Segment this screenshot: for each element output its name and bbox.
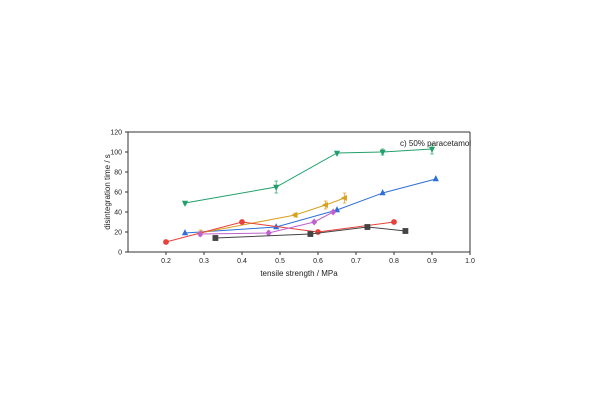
data-point-triangle xyxy=(432,175,439,182)
data-point-circle xyxy=(391,219,397,225)
x-tick-label: 0.4 xyxy=(237,258,247,265)
series-5 xyxy=(197,208,337,238)
series-line xyxy=(165,221,395,243)
x-tick-label: 0.2 xyxy=(161,258,171,265)
y-ticks: 0 20 40 60 80 100 120 xyxy=(110,130,128,257)
y-tick-label: 100 xyxy=(110,150,122,157)
data-point-triangle-left xyxy=(291,211,298,219)
series-1 xyxy=(181,143,436,207)
x-tick-label: 1.0 xyxy=(465,258,475,265)
data-point-triangle-down xyxy=(428,146,436,153)
data-point-triangle xyxy=(333,206,341,213)
x-ticks: 0.2 0.3 0.4 0.5 0.6 0.7 0.8 0.9 1.0 xyxy=(161,252,475,265)
y-tick-label: 60 xyxy=(114,190,122,197)
data-point-circle xyxy=(315,229,321,235)
y-tick-label: 40 xyxy=(114,210,122,217)
data-point-diamond xyxy=(197,230,204,238)
x-tick-label: 0.3 xyxy=(199,258,209,265)
data-point-triangle-left xyxy=(321,201,328,209)
y-axis-title: disintegration time / s xyxy=(103,154,112,230)
x-tick-label: 0.9 xyxy=(427,258,437,265)
data-point-triangle xyxy=(181,229,189,236)
data-point-square xyxy=(402,228,409,234)
data-point-diamond xyxy=(311,218,318,226)
y-tick-label: 120 xyxy=(110,130,122,137)
series-6 xyxy=(212,224,409,241)
x-tick-label: 0.8 xyxy=(389,258,399,265)
data-point-square xyxy=(307,231,314,237)
data-point-diamond xyxy=(265,229,272,237)
data-point-diamond xyxy=(330,208,337,216)
data-point-triangle-down xyxy=(273,184,280,191)
data-point-triangle xyxy=(379,189,386,196)
series-line xyxy=(200,197,345,234)
x-tick-label: 0.7 xyxy=(351,258,361,265)
data-point-circle xyxy=(163,239,169,245)
data-point-circle xyxy=(239,219,245,225)
data-point-triangle-down xyxy=(181,200,189,207)
series-2 xyxy=(181,175,439,236)
x-tick-label: 0.6 xyxy=(313,258,323,265)
y-tick-label: 80 xyxy=(114,170,122,177)
x-axis-title: tensile strength / MPa xyxy=(260,269,338,278)
data-point-square xyxy=(364,224,371,230)
data-point-square xyxy=(212,235,219,241)
series-line xyxy=(184,148,433,204)
data-point-triangle-down xyxy=(333,150,341,157)
series-3 xyxy=(196,192,347,237)
y-tick-label: 0 xyxy=(118,250,122,257)
x-tick-label: 0.5 xyxy=(275,258,285,265)
data-point-triangle-left xyxy=(340,194,347,202)
data-point-triangle-down xyxy=(379,149,386,156)
y-tick-label: 20 xyxy=(114,230,122,237)
series-line xyxy=(184,178,436,234)
chart-annotation: c) 50% paracetamol xyxy=(400,139,471,148)
series-layer xyxy=(163,143,439,245)
series-line xyxy=(215,226,406,239)
series-line xyxy=(200,211,334,235)
